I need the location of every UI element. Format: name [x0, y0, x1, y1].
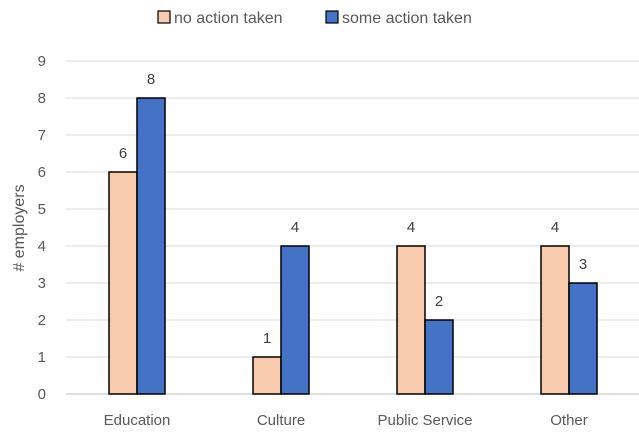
y-axis: 0 1 2 3 4 5 6 7 8 9	[38, 53, 46, 403]
bar	[396, 245, 426, 395]
data-label: 4	[551, 219, 559, 236]
y-tick-label: 6	[38, 164, 46, 181]
x-tick-label: Education	[104, 412, 171, 429]
y-tick-label: 0	[38, 386, 46, 403]
x-tick-label: Culture	[257, 412, 305, 429]
data-label: 4	[291, 219, 299, 236]
bar	[540, 245, 570, 395]
y-tick-label: 5	[38, 201, 46, 218]
legend: no action taken some action taken	[157, 10, 472, 27]
bar	[136, 97, 166, 395]
data-label: 1	[263, 330, 271, 347]
data-label: 4	[407, 219, 415, 236]
bar	[424, 319, 454, 395]
y-axis-title: # employers	[11, 184, 28, 271]
y-tick-label: 4	[38, 238, 46, 255]
bars	[108, 97, 598, 395]
data-label: 8	[147, 71, 155, 88]
legend-swatch	[157, 10, 171, 24]
y-tick-label: 2	[38, 312, 46, 329]
bar	[568, 282, 598, 395]
x-tick-label: Other	[550, 412, 588, 429]
bar	[280, 245, 310, 395]
y-tick-label: 8	[38, 90, 46, 107]
data-label: 3	[579, 256, 587, 273]
x-tick-label: Public Service	[377, 412, 472, 429]
legend-label: some action taken	[342, 10, 472, 27]
y-tick-label: 1	[38, 349, 46, 366]
bar	[252, 356, 282, 395]
y-tick-label: 7	[38, 127, 46, 144]
data-labels: 6 1 4 4 8 4 2 3	[119, 71, 587, 347]
data-label: 6	[119, 145, 127, 162]
legend-swatch	[325, 10, 339, 24]
bar	[108, 171, 138, 395]
x-axis: Education Culture Public Service Other	[104, 412, 588, 429]
y-tick-label: 9	[38, 53, 46, 70]
data-label: 2	[435, 293, 443, 310]
legend-label: no action taken	[174, 10, 283, 27]
y-tick-label: 3	[38, 275, 46, 292]
